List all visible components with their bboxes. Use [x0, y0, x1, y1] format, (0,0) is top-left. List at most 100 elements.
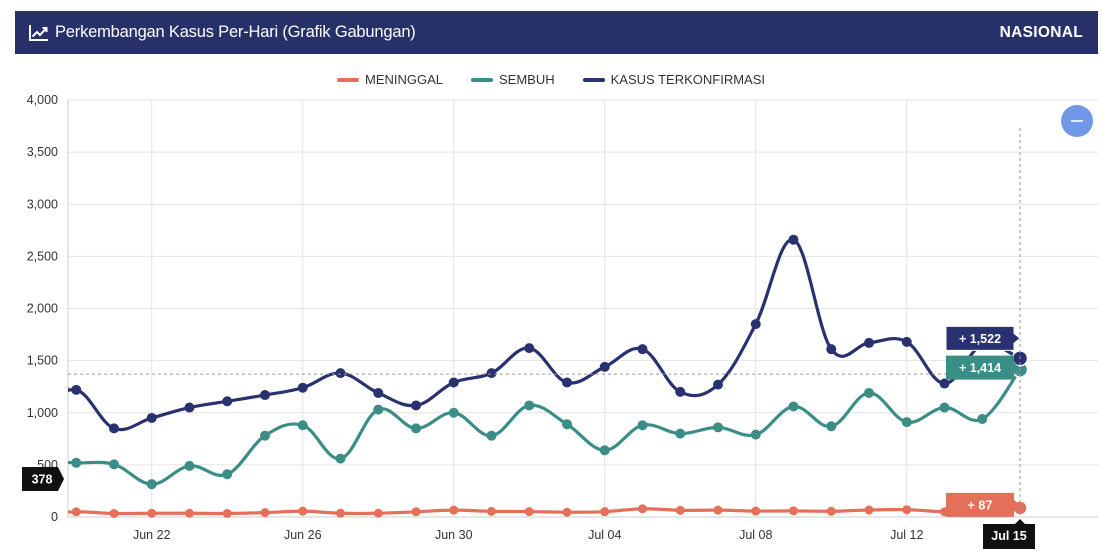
data-point-meninggal	[713, 505, 723, 515]
data-point-sembuh	[486, 430, 497, 441]
data-point-meninggal	[675, 505, 685, 515]
data-point-sembuh	[562, 419, 572, 430]
data-point-meninggal	[336, 508, 345, 518]
data-point-terkonfirmasi	[448, 377, 459, 388]
data-point-sembuh	[260, 430, 270, 441]
data-point-meninggal	[487, 506, 496, 516]
y-tick-label: 3,500	[27, 145, 58, 159]
data-point-sembuh	[71, 457, 82, 468]
data-point-meninggal	[864, 505, 874, 515]
data-point-meninggal	[826, 506, 836, 516]
data-point-terkonfirmasi	[939, 378, 950, 389]
series-meninggal	[68, 500, 1028, 518]
data-point-sembuh	[146, 479, 157, 490]
data-point-terkonfirmasi	[788, 234, 799, 245]
data-point-sembuh	[901, 417, 912, 428]
data-point-terkonfirmasi	[486, 368, 497, 379]
data-point-meninggal	[109, 508, 119, 518]
data-point-terkonfirmasi	[599, 361, 610, 372]
data-point-sembuh	[222, 469, 233, 480]
data-point-terkonfirmasi	[260, 390, 270, 401]
x-tick-label: Jun 30	[435, 528, 473, 542]
data-point-terkonfirmasi	[675, 386, 686, 397]
data-point-meninggal	[562, 507, 572, 517]
data-point-meninggal	[185, 508, 194, 518]
data-point-terkonfirmasi	[562, 377, 572, 388]
legend-item-terkonfirmasi[interactable]: KASUS TERKONFIRMASI	[582, 72, 765, 87]
tooltip-box-meninggal	[946, 492, 1020, 517]
data-point-terkonfirmasi	[524, 343, 535, 354]
tooltip-box-sembuh	[946, 355, 1020, 380]
data-point-meninggal	[147, 508, 157, 518]
data-point-meninggal	[222, 508, 232, 518]
data-point-sembuh	[411, 423, 421, 434]
data-point-meninggal	[71, 507, 81, 517]
data-point-sembuh	[524, 400, 535, 411]
legend-swatch-sembuh	[471, 77, 494, 82]
data-point-sembuh	[826, 421, 837, 432]
data-point-sembuh	[788, 401, 799, 412]
data-point-meninggal	[638, 504, 647, 514]
scope-label[interactable]: NASIONAL	[999, 23, 1083, 41]
data-point-meninggal	[751, 506, 761, 516]
legend-swatch-meninggal	[337, 77, 359, 82]
data-point-meninggal	[789, 506, 798, 516]
series-line-meninggal	[68, 506, 1021, 516]
data-point-sembuh	[713, 422, 723, 433]
series-sembuh	[68, 361, 1029, 490]
series-line-sembuh	[68, 368, 1022, 486]
legend-item-meninggal[interactable]: MENINGGAL	[337, 72, 443, 87]
data-point-sembuh	[335, 453, 346, 464]
y-tick-label: 0	[51, 510, 58, 524]
chart-header: Perkembangan Kasus Per-Hari (Grafik Gabu…	[15, 11, 1098, 54]
legend-label-sembuh: SEMBUH	[499, 72, 555, 87]
tooltip-text-terkonfirmasi: + 1,522	[959, 332, 1001, 346]
data-point-sembuh	[184, 460, 195, 471]
data-point-sembuh	[373, 404, 384, 415]
data-point-terkonfirmasi	[109, 423, 119, 434]
data-point-sembuh	[939, 402, 950, 413]
data-point-sembuh	[675, 428, 686, 439]
crosshair-x-label: Jul 15	[991, 529, 1026, 543]
crosshair-y-label: 378	[32, 473, 53, 487]
data-point-sembuh	[297, 420, 308, 431]
data-point-sembuh	[448, 407, 459, 418]
legend-label-terkonfirmasi: KASUS TERKONFIRMASI	[610, 72, 765, 87]
x-tick-label: Jul 12	[890, 528, 923, 542]
data-point-meninggal	[411, 507, 421, 517]
data-point-meninggal	[260, 508, 270, 518]
data-point-terkonfirmasi	[335, 368, 346, 379]
data-point-terkonfirmasi	[713, 379, 723, 390]
x-tick-label: Jun 22	[133, 528, 171, 542]
data-point-sembuh	[599, 445, 610, 456]
legend-item-sembuh[interactable]: SEMBUH	[471, 72, 555, 87]
data-point-sembuh	[109, 459, 119, 470]
data-point-sembuh	[864, 387, 874, 398]
data-point-sembuh	[637, 420, 648, 431]
data-point-terkonfirmasi	[750, 319, 761, 330]
crosshair-x-label-box	[983, 519, 1035, 549]
page-title: Perkembangan Kasus Per-Hari (Grafik Gabu…	[55, 23, 416, 41]
data-point-terkonfirmasi	[901, 336, 912, 347]
data-point-meninggal	[902, 505, 912, 515]
y-tick-label: 2,500	[27, 249, 58, 263]
data-point-meninggal	[298, 506, 308, 516]
series-terkonfirmasi	[68, 234, 1029, 434]
data-point-terkonfirmasi	[146, 412, 157, 423]
data-point-meninggal	[524, 507, 534, 517]
data-point-terkonfirmasi	[411, 400, 421, 411]
data-point-terkonfirmasi	[184, 402, 195, 413]
data-point-terkonfirmasi	[222, 396, 233, 407]
data-point-terkonfirmasi	[71, 384, 82, 395]
line-chart-icon	[29, 24, 48, 41]
tooltip-box-terkonfirmasi	[945, 325, 1021, 351]
data-point-terkonfirmasi	[373, 387, 384, 398]
tooltip-text-sembuh: + 1,414	[959, 361, 1001, 375]
data-point-terkonfirmasi	[864, 337, 874, 348]
y-tick-label: 1,500	[27, 354, 58, 368]
legend-label-meninggal: MENINGGAL	[365, 72, 444, 87]
data-point-meninggal	[449, 505, 459, 515]
y-tick-label: 3,000	[27, 197, 58, 211]
x-tick-label: Jul 04	[588, 528, 621, 542]
